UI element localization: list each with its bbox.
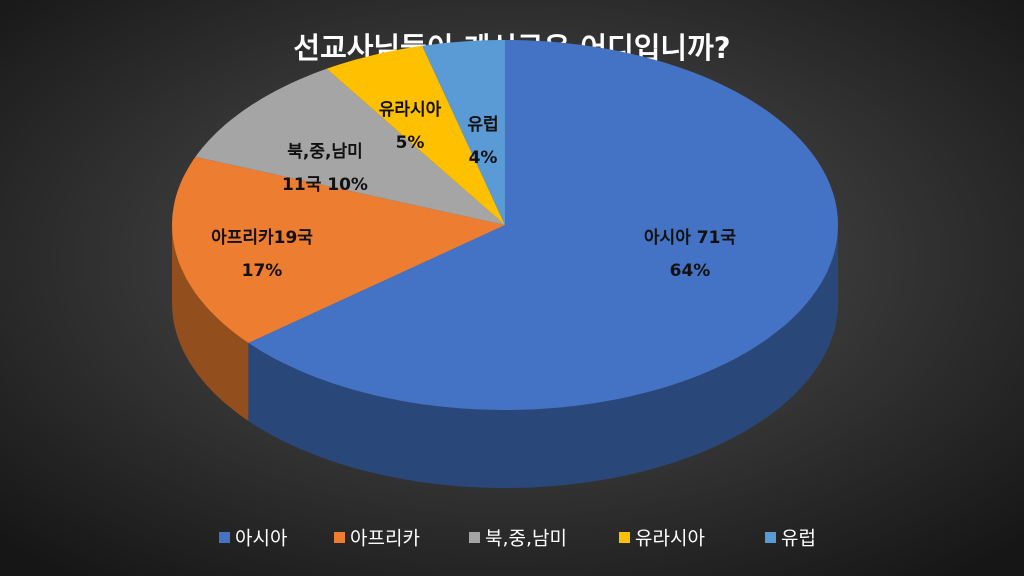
legend-label: 북,중,남미 bbox=[485, 528, 567, 550]
slice bbox=[195, 68, 505, 225]
legend-swatch bbox=[334, 532, 345, 543]
legend-swatch bbox=[219, 532, 230, 543]
slice-side bbox=[248, 225, 838, 488]
slice bbox=[422, 40, 505, 225]
label-name: 아시아 71국 bbox=[644, 228, 736, 248]
value-label: 64% bbox=[670, 261, 711, 281]
legend-swatch bbox=[469, 532, 480, 543]
value-label: 17% bbox=[242, 261, 283, 281]
pie bbox=[172, 40, 838, 488]
legend-swatch bbox=[619, 532, 630, 543]
label-name: 북,중,남미 bbox=[287, 142, 362, 162]
legend: 아시아 아프리카 북,중,남미 유라시아 유럽 bbox=[219, 528, 816, 550]
legend-label: 유럽 bbox=[781, 528, 816, 550]
label-value-line: 64% bbox=[670, 261, 711, 281]
label-value-line: 4% bbox=[469, 148, 498, 168]
label-value-line: 11국 10% bbox=[282, 175, 368, 195]
slice bbox=[326, 45, 505, 225]
label-name: 유럽 bbox=[467, 115, 498, 135]
value-label: 4% bbox=[469, 148, 498, 168]
label-name: 유라시아 bbox=[379, 100, 442, 120]
label-value-line: 17% bbox=[242, 261, 283, 281]
slice bbox=[248, 40, 838, 410]
value-label: 5% bbox=[396, 133, 425, 153]
value-label: 10% bbox=[327, 175, 368, 195]
legend-label: 아시아 bbox=[235, 528, 287, 550]
legend-swatch bbox=[765, 532, 776, 543]
label-value-line: 5% bbox=[396, 133, 425, 153]
data-labels: 아시아 71국 64% 아프리카19국 17% 북,중,남미 11국 10% 유라시아 5% 유… bbox=[211, 100, 736, 281]
legend-label: 아프리카 bbox=[350, 528, 420, 550]
slice-side bbox=[172, 225, 249, 421]
slice bbox=[172, 156, 505, 343]
label-name: 아프리카19국 bbox=[211, 228, 313, 248]
label-count: 11국 bbox=[282, 175, 322, 195]
legend-label: 유라시아 bbox=[635, 528, 705, 550]
